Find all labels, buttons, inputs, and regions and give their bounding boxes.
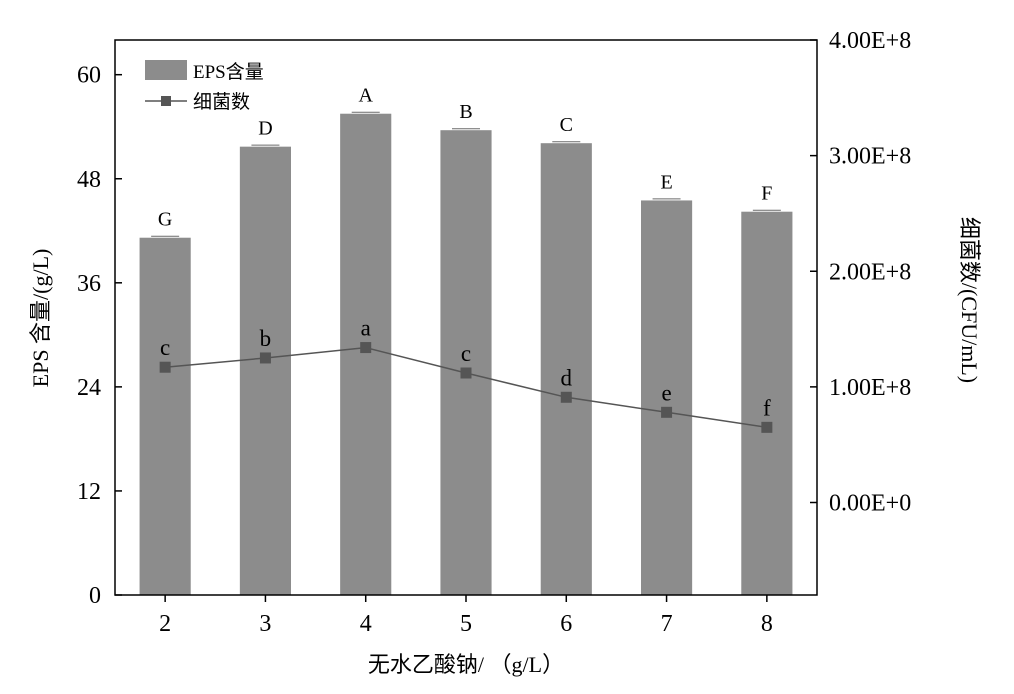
bar-significance-label: C <box>560 114 573 136</box>
point-significance-label: c <box>461 341 471 366</box>
bar-significance-label: E <box>660 171 672 193</box>
point-significance-label: e <box>661 380 671 405</box>
bar <box>239 146 292 595</box>
bar <box>540 143 592 595</box>
point-significance-label: b <box>260 326 272 351</box>
y2-tick-label: 2.00E+8 <box>829 259 911 285</box>
legend-bar-label: EPS含量 <box>193 61 264 83</box>
y-tick-label: 0 <box>89 583 101 609</box>
legend-bar-swatch <box>145 60 187 80</box>
bar <box>340 113 392 595</box>
y2-tick-label: 4.00E+8 <box>829 28 911 54</box>
line-point <box>159 361 171 373</box>
x-tick-label: 3 <box>259 611 271 637</box>
bar-significance-label: A <box>358 85 373 107</box>
x-axis-title: 无水乙酸钠/ （g/L） <box>368 652 564 677</box>
line-point <box>761 421 773 433</box>
legend-line-marker <box>161 96 171 106</box>
legend: EPS含量 细菌数 <box>145 60 264 113</box>
y-tick-label: 60 <box>77 63 101 89</box>
line-point <box>560 391 572 403</box>
point-significance-label: c <box>160 335 170 360</box>
x-tick-label: 8 <box>761 611 773 637</box>
bar-significance-label: G <box>158 209 172 231</box>
y2-tick-label: 1.00E+8 <box>829 375 911 401</box>
y-tick-label: 48 <box>77 167 101 193</box>
bars-layer: G D A B C E F <box>139 85 793 595</box>
line-point <box>259 352 271 364</box>
y-axis-title: EPS 含量/(g/L) <box>28 249 53 388</box>
bar <box>440 130 492 595</box>
y2-tick-label: 3.00E+8 <box>829 144 911 170</box>
bar-significance-label: B <box>459 101 472 123</box>
x-tick-label: 7 <box>661 611 673 637</box>
bar-significance-label: F <box>761 183 772 205</box>
y-tick-label: 12 <box>77 479 101 505</box>
y-tick-label: 36 <box>77 271 101 297</box>
point-significance-label: a <box>361 316 371 341</box>
x-tick-label: 6 <box>560 611 572 637</box>
y-tick-label: 24 <box>77 375 101 401</box>
line-point <box>661 406 673 418</box>
bar-significance-label: D <box>258 118 272 140</box>
bar <box>139 237 191 595</box>
x-tick-label: 4 <box>360 611 372 637</box>
y2-axis-title: 细菌数/(CFU/mL) <box>957 217 982 383</box>
line-point <box>360 342 372 354</box>
right-axis: 0.00E+0 1.00E+8 2.00E+8 3.00E+8 4.00E+8 <box>810 28 911 517</box>
point-significance-label: d <box>561 365 573 390</box>
point-significance-label: f <box>763 395 771 420</box>
line-layer: c b a c d e f <box>159 316 773 433</box>
x-axis: 2 3 4 5 6 7 8 <box>159 595 773 637</box>
y2-tick-label: 0.00E+0 <box>829 491 911 517</box>
x-tick-label: 5 <box>460 611 472 637</box>
x-tick-label: 2 <box>159 611 171 637</box>
legend-line-label: 细菌数 <box>193 91 250 113</box>
bar <box>741 211 793 595</box>
left-axis: 0 12 24 36 48 60 <box>77 63 122 609</box>
bar <box>640 200 693 595</box>
line-point <box>460 367 472 379</box>
